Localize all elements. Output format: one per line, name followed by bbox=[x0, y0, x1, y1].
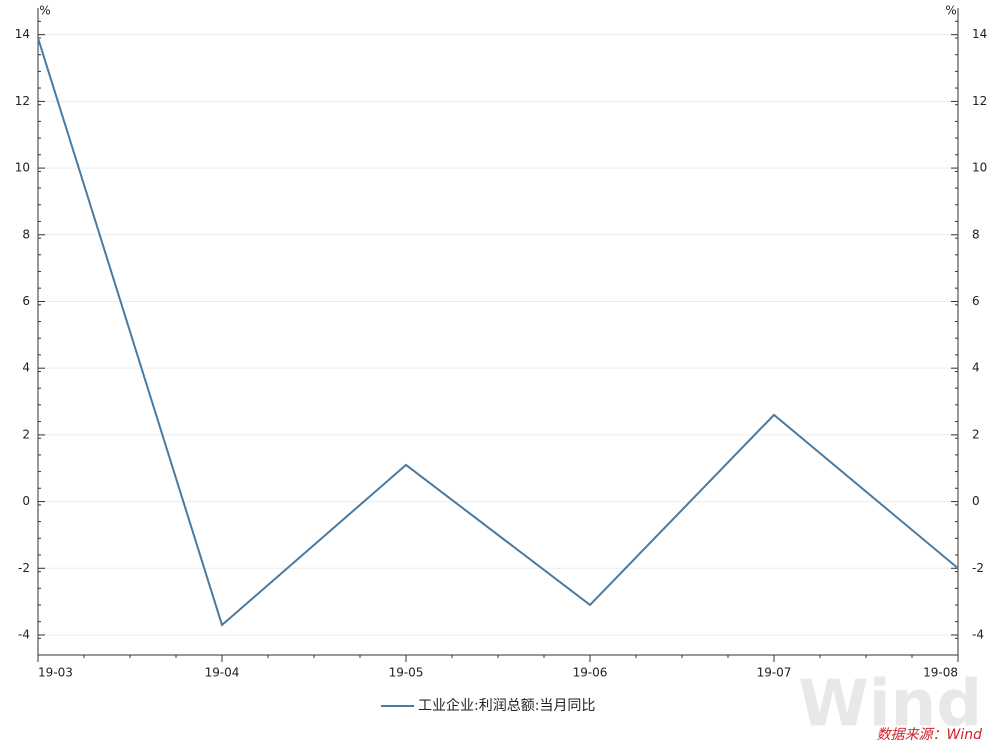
y2-tick-label: 4 bbox=[972, 361, 980, 375]
series-line bbox=[37, 37, 959, 627]
x-tick-label: 19-08 bbox=[923, 666, 958, 680]
x-tick-label: 19-05 bbox=[389, 666, 424, 680]
y2-tick-label: 10 bbox=[972, 161, 987, 175]
y2-tick-label: -4 bbox=[972, 627, 984, 641]
y-tick-label: -4 bbox=[18, 627, 30, 641]
y-tick-label: 4 bbox=[22, 361, 30, 375]
y-tick-label: 6 bbox=[22, 294, 30, 308]
y-unit: % bbox=[39, 4, 50, 18]
y-tick-label: 10 bbox=[15, 161, 30, 175]
watermark: Wind bbox=[798, 668, 982, 742]
y2-tick-label: 6 bbox=[972, 294, 980, 308]
y-tick-label: 14 bbox=[15, 27, 30, 41]
y-tick-label: 8 bbox=[22, 227, 30, 241]
x-tick-label: 19-03 bbox=[38, 666, 73, 680]
y2-tick-label: 8 bbox=[972, 227, 980, 241]
x-tick-label: 19-06 bbox=[573, 666, 608, 680]
y2-tick-label: 0 bbox=[972, 494, 980, 508]
y2-tick-label: -2 bbox=[972, 561, 984, 575]
y2-tick-label: 12 bbox=[972, 94, 987, 108]
x-tick-label: 19-07 bbox=[757, 666, 792, 680]
y-tick-label: -2 bbox=[18, 561, 30, 575]
y-tick-label: 0 bbox=[22, 494, 30, 508]
y2-unit: % bbox=[945, 4, 956, 18]
y2-tick-label: 2 bbox=[972, 427, 980, 441]
legend-label: 工业企业:利润总额:当月同比 bbox=[418, 697, 595, 714]
x-tick-label: 19-04 bbox=[205, 666, 240, 680]
y-tick-label: 2 bbox=[22, 427, 30, 441]
y-tick-label: 12 bbox=[15, 94, 30, 108]
source: 数据来源：Wind bbox=[877, 727, 983, 743]
y2-tick-label: 14 bbox=[972, 27, 987, 41]
